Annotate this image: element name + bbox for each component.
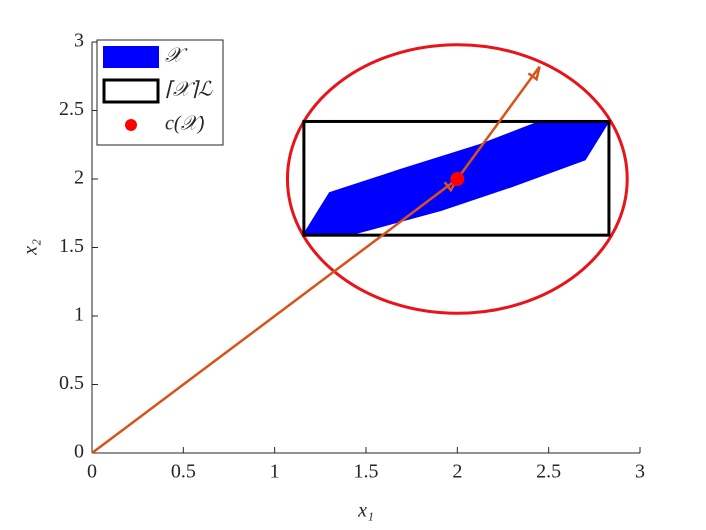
interval-hull xyxy=(302,119,611,237)
arrow-head xyxy=(527,66,541,82)
legend-swatch xyxy=(102,78,160,104)
legend-swatch xyxy=(103,46,159,68)
x-tick-label: 1 xyxy=(270,461,280,483)
ellipse xyxy=(285,43,629,315)
x-tick-label: 0.5 xyxy=(171,461,196,483)
y-tick-label: 0 xyxy=(74,441,84,463)
x-tick-label: 3 xyxy=(635,461,645,483)
y-tick-label: 3 xyxy=(74,30,84,52)
x-tick-label: 2 xyxy=(452,461,462,483)
y-axis-label: x₂ xyxy=(20,239,42,256)
x-tick-label: 2.5 xyxy=(536,461,561,483)
legend-label: c(𝒳) xyxy=(165,113,205,135)
arrow-shaft xyxy=(456,65,541,180)
y-tick-label: 2.5 xyxy=(59,98,84,120)
y-tick-label: 1.5 xyxy=(59,235,84,257)
y-tick-label: 1 xyxy=(74,304,84,326)
x-axis-label: x₁ xyxy=(357,500,374,522)
legend-swatch xyxy=(125,119,137,131)
y-tick-label: 0.5 xyxy=(59,372,84,394)
x-tick-label: 0 xyxy=(87,461,97,483)
center-point xyxy=(450,172,465,186)
legend-label: ⌈𝒳⌉ℒ xyxy=(165,79,213,101)
x-tick-label: 1.5 xyxy=(354,461,379,483)
y-tick-label: 2 xyxy=(74,167,84,189)
arrow-shaft xyxy=(91,177,459,455)
